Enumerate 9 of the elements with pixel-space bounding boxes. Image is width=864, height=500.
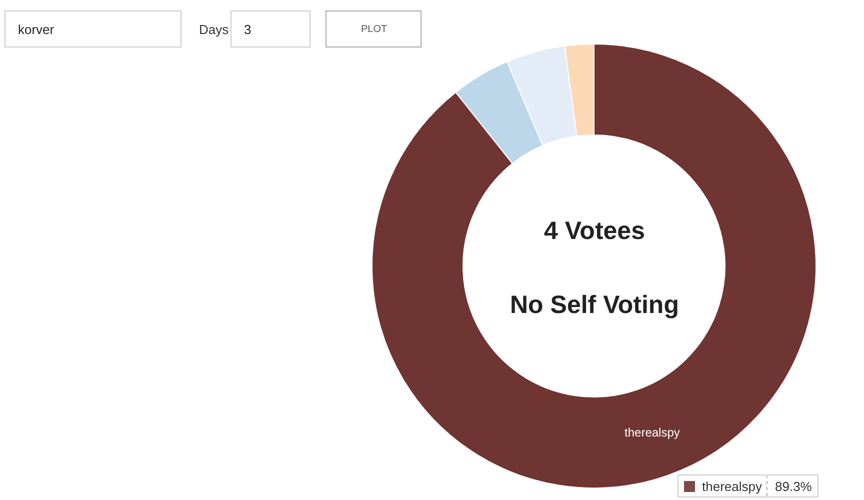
text: 4 Votees: [544, 217, 645, 245]
text: korver: [18, 22, 55, 37]
text: Days: [199, 22, 230, 37]
slice-label: therealspy: [624, 426, 680, 440]
data-label: 89.3%: [775, 479, 812, 494]
text: PLOT: [361, 24, 388, 35]
text: No Self Voting: [510, 291, 679, 319]
legend-label: therealspy: [702, 479, 762, 494]
text: 3: [244, 22, 252, 37]
